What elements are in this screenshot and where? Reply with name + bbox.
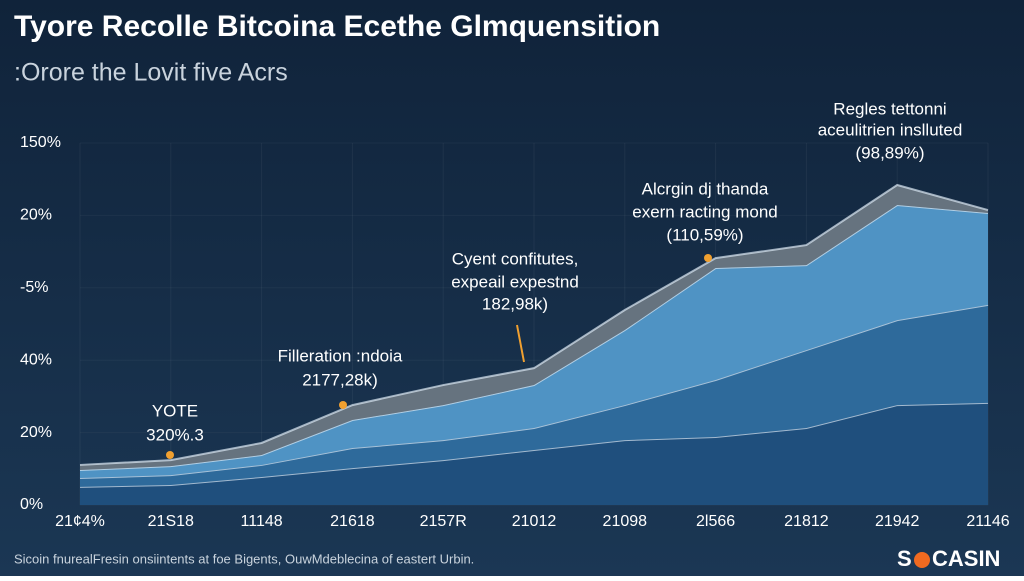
annotation: aceulitrien inslluted: [818, 120, 963, 139]
annotation: 2177,28k): [302, 370, 378, 389]
x-tick-label: 21012: [512, 513, 557, 530]
x-tick-label: 21146: [966, 513, 1009, 530]
y-tick-label: 20%: [20, 207, 52, 224]
logo-prefix: S: [897, 546, 912, 571]
chart-subtitle: :Orore the Lovit five Acrs: [14, 59, 288, 87]
annotation-markers: [166, 254, 712, 459]
area: [80, 402, 988, 505]
x-tick-label: 21942: [875, 513, 920, 530]
annotation: (98,89%): [856, 143, 925, 162]
annotation: Filleration :ndoia: [278, 346, 403, 365]
annotation: Cyent confitutes,: [452, 249, 579, 268]
area-edge: [79, 183, 989, 466]
x-tick-label: 2157R: [420, 513, 467, 530]
annotation: 320%.3: [146, 425, 204, 444]
y-tick-label: -5%: [20, 279, 48, 296]
chart-title: Tyore Recolle Bitcoina Ecethe Glmquensit…: [14, 10, 660, 43]
area: [80, 184, 988, 471]
x-tick-label: 21098: [603, 513, 648, 530]
y-tick-label: 0%: [20, 496, 43, 513]
y-tick-label: 20%: [20, 424, 52, 441]
x-tick-label: 11148: [241, 513, 283, 530]
area: [80, 205, 988, 478]
x-tick-label: 21618: [330, 513, 375, 530]
x-tick-label: 2l566: [696, 513, 735, 530]
x-tick-label: 21812: [784, 513, 829, 530]
area-edge: [79, 303, 989, 479]
annotation: YOTE: [152, 401, 198, 420]
annotation: (110,59%): [666, 225, 743, 244]
x-tick-label: 21S18: [148, 513, 194, 530]
annotation: exern racting mond: [632, 202, 778, 221]
annotation: expeail expestnd: [451, 272, 579, 291]
footer: Sicoin fnurealFresin onsiintents at foe …: [14, 551, 474, 566]
logo-icon: [914, 552, 930, 568]
x-tick-label: 21¢4%: [55, 513, 105, 530]
annotation: 182,98k): [482, 294, 548, 313]
annotation: Alcrgin dj thanda: [642, 179, 769, 198]
annotation: Regles tettonni: [833, 99, 946, 118]
logo-text: CASIN: [932, 546, 1000, 571]
area: [80, 304, 988, 487]
y-tick-label: 150%: [20, 134, 61, 151]
y-tick-label: 40%: [20, 351, 52, 368]
